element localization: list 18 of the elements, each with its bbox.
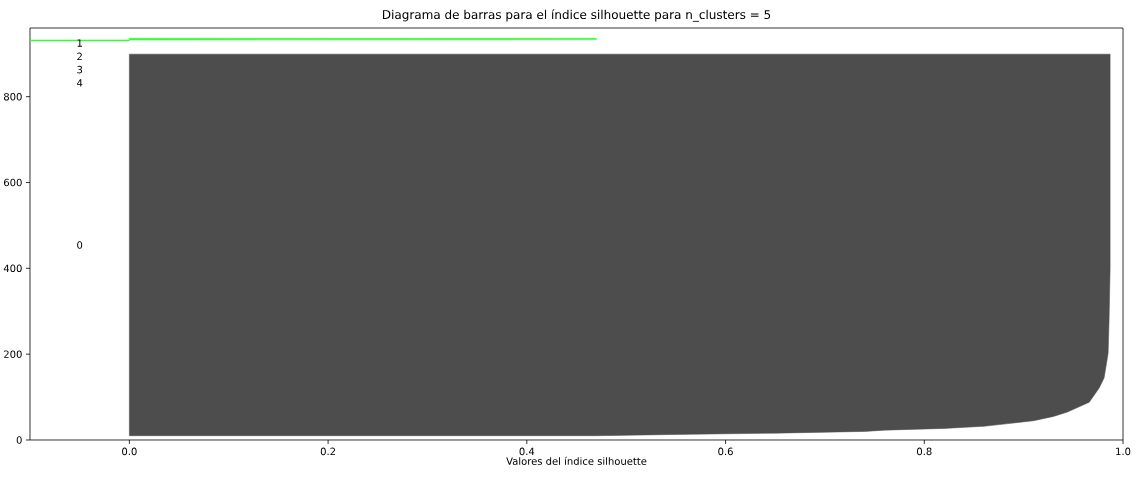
x-axis-title: Valores del índice silhouette bbox=[506, 456, 647, 465]
x-tick-label: 0.8 bbox=[917, 447, 932, 456]
y-tick-label: 200 bbox=[4, 350, 22, 358]
annotation: 1 bbox=[77, 39, 82, 47]
annotation: 2 bbox=[77, 52, 82, 61]
x-tick-label: 0.0 bbox=[122, 447, 137, 456]
y-tick-label: 400 bbox=[3, 264, 22, 273]
x-tick-label: 0.4 bbox=[519, 447, 535, 456]
y-tick-label: 800 bbox=[3, 92, 22, 101]
chart-title: Diagrama de barras para el índice silhouette para n_clusters = 5 bbox=[383, 9, 771, 22]
x-tick-label: 0.2 bbox=[320, 447, 336, 456]
annotation: 3 bbox=[77, 65, 83, 74]
x-tick-label: 1.0 bbox=[1116, 447, 1131, 456]
y-tick-label: 600 bbox=[4, 178, 22, 187]
y-tick-label: 0 bbox=[16, 436, 22, 444]
annotation: 4 bbox=[76, 79, 83, 87]
x-tick-label: 0.6 bbox=[718, 447, 733, 456]
annotation: 0 bbox=[77, 241, 83, 249]
